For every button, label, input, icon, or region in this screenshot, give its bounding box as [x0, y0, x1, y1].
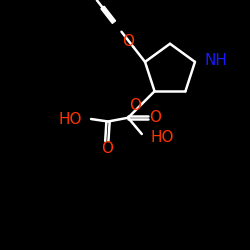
Text: O: O: [129, 98, 141, 113]
Text: O: O: [149, 110, 161, 125]
Text: HO: HO: [150, 130, 174, 144]
Text: O: O: [122, 34, 134, 49]
Text: HO: HO: [58, 112, 82, 126]
Text: NH: NH: [204, 53, 227, 68]
Text: O: O: [101, 140, 113, 156]
